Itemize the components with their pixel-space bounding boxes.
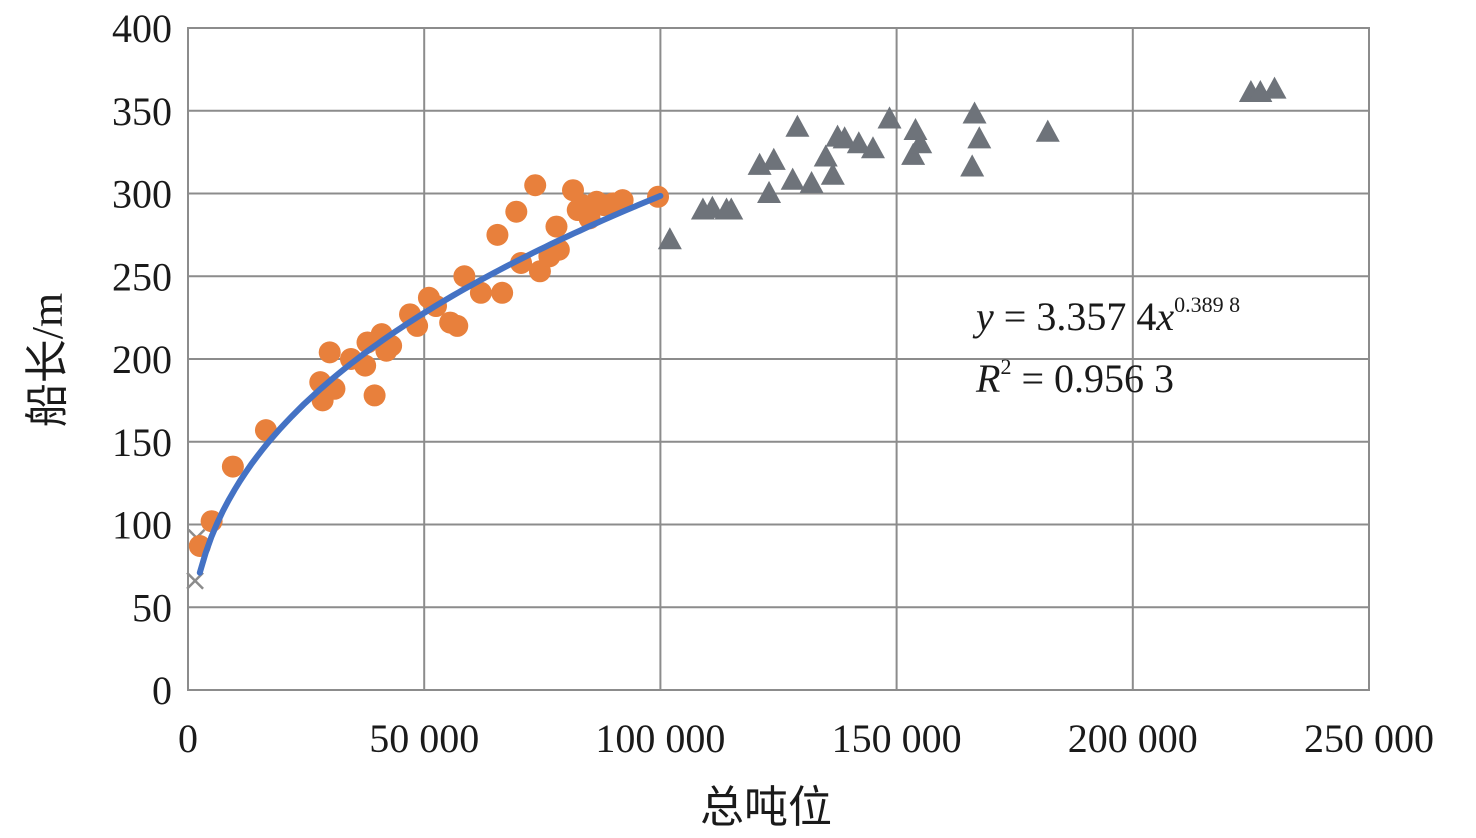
y-tick-label: 350 (112, 89, 172, 134)
y-tick-label: 150 (112, 420, 172, 465)
x-tick-label: 150 000 (832, 716, 962, 761)
data-point-triangle (960, 154, 985, 177)
x-tick-label: 50 000 (369, 716, 479, 761)
data-point-triangle (903, 118, 928, 141)
data-point-triangle (757, 180, 782, 203)
y-tick-label: 250 (112, 254, 172, 299)
data-point-circle (486, 223, 509, 246)
data-point-triangle (860, 136, 885, 159)
data-point-triangle (1262, 76, 1287, 99)
data-point-triangle (877, 106, 902, 129)
data-point-circle (491, 281, 514, 304)
data-point-triangle (1035, 119, 1060, 142)
x-tick-label: 250 000 (1304, 716, 1434, 761)
y-tick-label: 0 (152, 668, 172, 713)
data-point-triangle (820, 162, 845, 185)
data-point-triangle (785, 114, 810, 137)
y-axis-tick-labels: 0 50 100 150 200 250 300 350 400 (112, 6, 172, 713)
data-point-triangle (799, 170, 824, 194)
x-axis-tick-labels: 0 50 000 100 000 150 000 200 000 250 000 (178, 716, 1434, 761)
data-point-circle (446, 314, 469, 337)
y-tick-label: 200 (112, 337, 172, 382)
data-point-circle (363, 384, 386, 407)
y-tick-label: 300 (112, 172, 172, 217)
data-point-circle (318, 341, 341, 364)
data-point-circle (505, 200, 528, 223)
data-point-triangle (901, 142, 926, 165)
data-point-triangle (908, 131, 933, 154)
data-point-triangle (761, 147, 786, 170)
power-trendline (196, 192, 664, 576)
y-axis-title: 船长/m (23, 293, 72, 427)
trendline-equation: y = 3.357 4x0.389 8 (972, 292, 1240, 339)
r-squared-label: R2 = 0.956 3 (975, 354, 1174, 401)
data-point-circle (221, 455, 244, 478)
data-point-triangle (719, 197, 744, 220)
data-point-circle (545, 215, 568, 238)
y-tick-label: 50 (132, 585, 172, 630)
x-tick-label: 0 (178, 716, 198, 761)
data-point-triangle (846, 131, 871, 154)
y-tick-label: 100 (112, 503, 172, 548)
data-point-triangle (813, 144, 838, 167)
data-point-circle (611, 189, 634, 212)
data-point-triangle (780, 167, 805, 190)
data-point-circle (453, 265, 476, 288)
x-tick-label: 200 000 (1068, 716, 1198, 761)
data-point-triangle (967, 126, 992, 149)
x-axis-title: 总吨位 (700, 783, 832, 832)
plot-area-border (187, 27, 1370, 691)
data-point-circle (469, 281, 492, 304)
data-point-triangle (657, 227, 682, 250)
data-point-triangle (832, 126, 857, 149)
data-point-triangle (700, 195, 725, 218)
data-point-circle (524, 174, 547, 197)
y-tick-label: 400 (112, 6, 172, 51)
x-tick-label: 100 000 (595, 716, 725, 761)
data-point-triangle (962, 101, 987, 124)
